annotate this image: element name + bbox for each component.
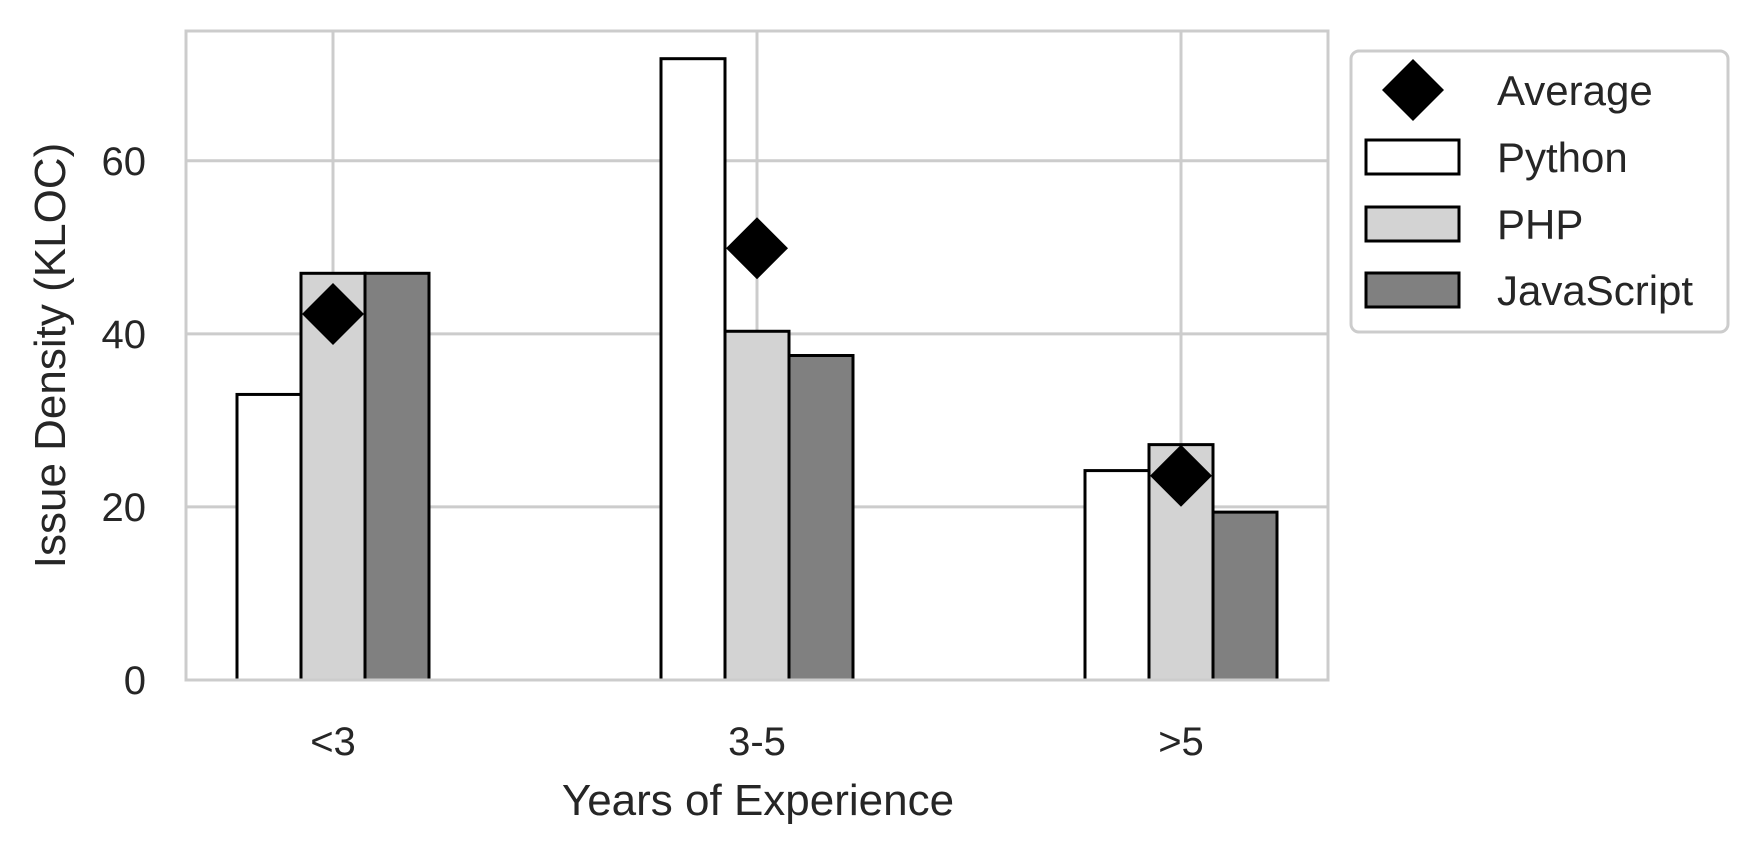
bar-python-3-5 bbox=[659, 57, 727, 682]
legend: Average Python PHP JavaScript bbox=[1349, 49, 1730, 334]
legend-label-python: Python bbox=[1497, 134, 1628, 181]
average-markers bbox=[302, 217, 1212, 507]
y-tick-label: 60 bbox=[102, 140, 147, 184]
average-marker-5 bbox=[1150, 444, 1212, 507]
y-tick-label: 40 bbox=[102, 313, 147, 357]
bar-python-5 bbox=[1083, 469, 1151, 682]
y-axis-label: Issue Density (KLOC) bbox=[26, 143, 75, 568]
legend-average-marker bbox=[1382, 59, 1444, 121]
legend-swatch-javascript bbox=[1364, 271, 1461, 309]
legend-box bbox=[1349, 49, 1730, 334]
bar-javascript-3 bbox=[363, 271, 431, 682]
y-tick-label: 0 bbox=[124, 659, 146, 703]
bar-javascript-5 bbox=[1211, 510, 1279, 682]
x-tick-labels: <3 3-5 >5 bbox=[310, 720, 1204, 764]
plot-frame bbox=[184, 29, 1330, 682]
y-tick-label: 20 bbox=[102, 486, 147, 530]
legend-label-average: Average bbox=[1497, 67, 1653, 114]
x-tick-label-5: >5 bbox=[1158, 720, 1204, 764]
bar-python-3 bbox=[235, 392, 303, 682]
average-marker-3-5 bbox=[726, 217, 788, 280]
legend-swatch-php bbox=[1364, 205, 1461, 243]
y-tick-labels: 0 20 40 60 bbox=[102, 140, 147, 703]
bar-javascript-3-5 bbox=[787, 354, 855, 682]
legend-label-javascript: JavaScript bbox=[1497, 267, 1693, 314]
bars bbox=[235, 57, 1279, 682]
x-tick-label-3: <3 bbox=[310, 720, 356, 764]
x-tick-label-3-5: 3-5 bbox=[728, 720, 786, 764]
bar-php-3-5 bbox=[723, 329, 791, 682]
average-marker-3 bbox=[302, 282, 364, 345]
legend-swatch-python bbox=[1364, 138, 1461, 176]
legend-label-php: PHP bbox=[1497, 201, 1583, 248]
x-axis-label: Years of Experience bbox=[562, 776, 954, 825]
